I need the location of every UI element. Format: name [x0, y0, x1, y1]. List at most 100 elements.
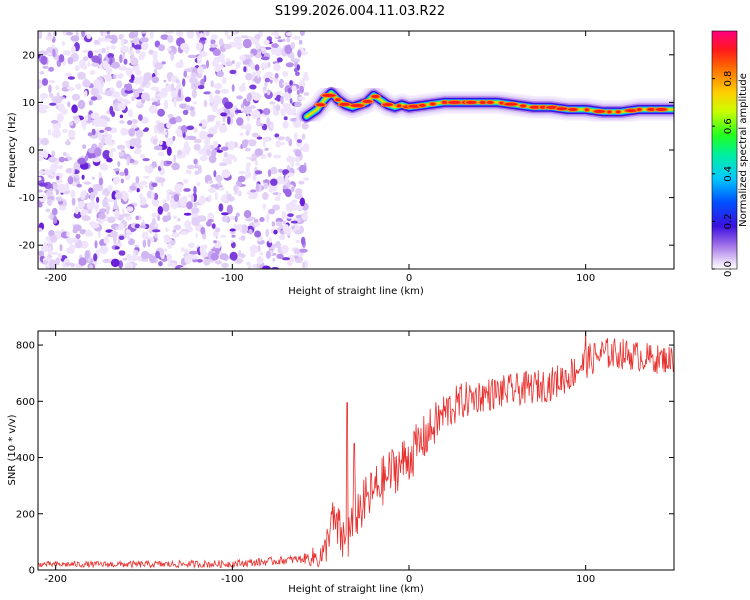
spectrogram-noise-blob [171, 162, 180, 171]
spectrogram-noise-blob [45, 190, 54, 197]
spectrogram-noise-blob [129, 185, 137, 191]
spectrogram-noise-blob [44, 36, 54, 41]
spectrogram-noise-blob [196, 181, 201, 187]
spectrogram-noise-blob [199, 130, 207, 140]
spectrogram-noise-blob [282, 70, 289, 77]
spectrogram-noise-blob [252, 92, 262, 101]
spectrogram-noise-blob [237, 175, 246, 183]
spectrogram-noise-blob [229, 251, 238, 261]
spectrogram-noise-blob [186, 201, 193, 210]
spectrogram-noise-blob [226, 193, 232, 201]
spectrogram-noise-blob [218, 187, 225, 191]
spectrogram-noise-blob [175, 31, 182, 37]
spectrogram-noise-blob [284, 188, 292, 198]
spectrogram-noise-blob [171, 89, 177, 99]
spectrogram-noise-blob [151, 191, 155, 200]
spectrogram-noise-blob [58, 54, 65, 63]
spectrogram-noise-blob [43, 150, 49, 159]
spectrogram-noise-blob [207, 212, 215, 222]
spectrogram-noise-blob [80, 210, 86, 217]
spectrogram-noise-blob [191, 89, 197, 99]
spectrogram-noise-blob [53, 96, 63, 104]
spectrogram-noise-blob [127, 233, 131, 242]
spectrogram-noise-blob [133, 44, 143, 50]
spectrogram-noise-blob [301, 213, 308, 221]
spectrogram-noise-blob [155, 250, 161, 259]
spectrogram-noise-blob [276, 136, 285, 140]
spectrogram-noise-blob [302, 261, 306, 269]
spectrogram-noise-blob [123, 98, 128, 103]
spectrogram-noise-blob [153, 193, 159, 200]
spectrogram-noise-blob [208, 155, 217, 164]
spectrogram-noise-blob [164, 31, 174, 34]
spectrogram-noise-blob [173, 193, 180, 202]
spectrogram-noise-blob [68, 129, 76, 139]
spectrogram-noise-blob [218, 162, 228, 167]
spectrogram-noise-blob [144, 185, 148, 188]
spectrogram-noise-blob [277, 39, 283, 43]
spectrogram-noise-blob [67, 101, 71, 108]
spectrogram-noise-blob [58, 103, 65, 113]
spectrogram-noise-blob [118, 151, 125, 157]
spectrogram-noise-blob [194, 138, 202, 144]
spectrogram-noise-blob [136, 100, 142, 106]
spectrogram-noise-blob [45, 236, 52, 242]
spectrogram-noise-blob [163, 99, 169, 110]
spectrogram-noise-blob [48, 156, 57, 163]
spectrogram-noise-blob [238, 249, 242, 256]
spectrogram-hotspot [636, 108, 642, 111]
spectrogram-noise-blob [71, 197, 76, 206]
spectrogram-noise-blob [256, 255, 264, 265]
spectrogram-noise-blob [121, 208, 125, 214]
spectrogram-noise-blob [135, 215, 139, 220]
spectrogram-noise-blob [77, 71, 86, 80]
spectrogram-noise-blob [295, 156, 301, 164]
spectrogram-noise-blob [113, 168, 121, 172]
spectrogram-noise-blob [252, 78, 260, 82]
spectrogram-noise-blob [186, 31, 195, 39]
spectrogram-noise-blob [104, 90, 113, 96]
spectrogram-noise-blob [141, 31, 147, 34]
spectrogram-noise-blob [74, 206, 79, 215]
spectrogram-noise-blob [139, 154, 146, 159]
spectrogram-noise-blob [150, 97, 159, 102]
spectrogram-noise-blob [243, 210, 252, 219]
spectrogram-noise-blob [118, 250, 126, 256]
spectrogram-noise-blob [251, 132, 259, 138]
spectrogram-noise-blob [162, 202, 170, 212]
spectrogram-noise-blob [106, 157, 113, 163]
spectrogram-noise-blob [290, 160, 295, 168]
spectrogram-noise-blob [248, 36, 254, 41]
spectrogram-noise-blob [105, 66, 112, 75]
spectrogram-noise-blob [248, 139, 257, 147]
spectrogram-ytick-label: 20 [22, 50, 35, 61]
spectrogram-noise-blob [48, 80, 56, 84]
spectrogram-noise-blob [177, 218, 181, 222]
spectrogram-noise-blob [213, 141, 219, 148]
spectrogram-noise-blob [59, 244, 63, 252]
spectrogram-noise-blob [109, 56, 113, 66]
spectrogram-noise-blob [114, 209, 120, 219]
spectrogram-noise-blob [260, 153, 267, 160]
spectrogram-noise-blob [221, 215, 229, 223]
spectrogram-noise-blob [120, 178, 124, 184]
spectrogram-noise-blob [99, 245, 109, 255]
spectrogram-noise-blob [47, 198, 53, 206]
spectrogram-noise-blob [185, 104, 191, 112]
spectrogram-ytick-label: -10 [19, 193, 35, 204]
spectrogram-noise-blob [245, 72, 253, 81]
spectrogram-noise-blob [111, 111, 116, 117]
spectrogram-noise-blob [74, 65, 80, 72]
spectrogram-noise-blob [215, 120, 221, 128]
spectrogram-noise-blob [254, 159, 259, 167]
spectrogram-noise-blob [284, 224, 289, 230]
spectrogram-noise-blob [108, 151, 114, 158]
spectrogram-noise-blob [158, 140, 163, 146]
spectrogram-noise-blob [67, 57, 74, 65]
spectrogram-noise-blob [268, 208, 275, 215]
spectrogram-noise-blob [71, 167, 75, 175]
spectrogram-noise-blob [184, 248, 189, 254]
spectrogram-noise-blob [171, 83, 175, 92]
spectrogram-noise-blob [96, 196, 100, 203]
spectrogram-noise-blob [209, 92, 213, 102]
